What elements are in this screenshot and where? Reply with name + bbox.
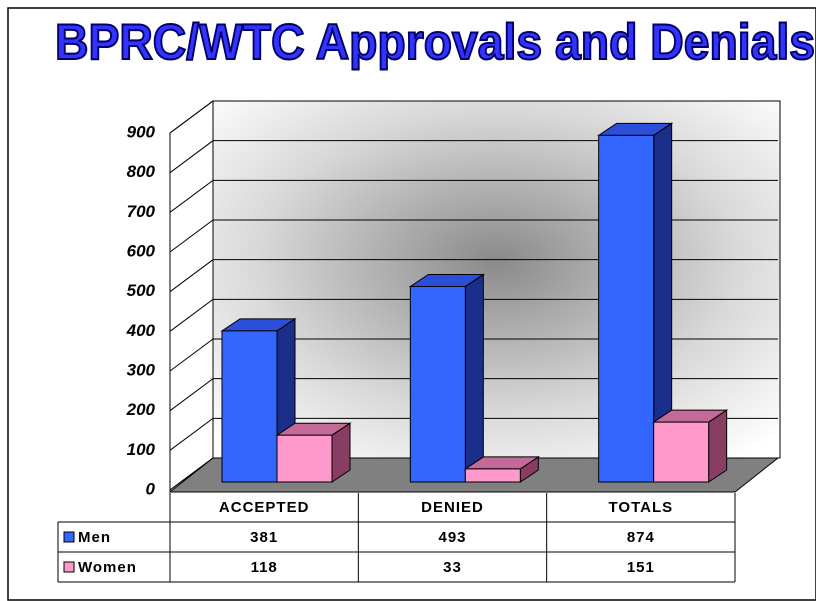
grid-line [169, 140, 778, 174]
grid-line [169, 179, 778, 213]
table-value: 874 [627, 529, 655, 546]
bar [221, 330, 278, 483]
bar [653, 421, 710, 483]
grid-line [169, 219, 778, 253]
legend-swatch [63, 561, 75, 573]
grid-line [169, 298, 778, 332]
grid-line [169, 259, 778, 293]
y-tick-label: 600 [127, 241, 156, 260]
table-value: 493 [438, 529, 466, 546]
y-tick-label: 800 [127, 162, 156, 181]
bar [409, 285, 466, 483]
back-wall [212, 100, 781, 459]
table-value: 151 [627, 559, 655, 576]
bar [276, 434, 333, 483]
table-header: DENIED [421, 499, 484, 516]
legend-label: Women [78, 559, 137, 576]
table-header: ACCEPTED [219, 499, 310, 516]
y-tick-label: 200 [126, 400, 156, 419]
y-tick-label: 900 [127, 122, 156, 141]
y-tick-label: 0 [146, 479, 156, 498]
table-value: 118 [251, 559, 278, 576]
y-tick-label: 500 [127, 281, 156, 300]
bar [598, 134, 655, 483]
legend-swatch [63, 531, 75, 543]
legend-label: Men [78, 529, 111, 546]
grid-line [169, 417, 778, 451]
grid-line [169, 378, 778, 412]
bar-side [464, 273, 484, 483]
bar [464, 468, 521, 483]
table-header: TOTALS [609, 499, 674, 516]
side-wall [169, 100, 214, 491]
grid-line [169, 338, 778, 372]
chart-title: BPRC/WTC Approvals and Denials [55, 14, 815, 70]
grid-line [169, 457, 778, 491]
table-value: 33 [443, 559, 462, 576]
grid-line [169, 100, 778, 134]
y-tick-label: 300 [127, 360, 156, 379]
y-tick-label: 100 [127, 440, 156, 459]
y-tick-label: 400 [126, 321, 156, 340]
table-value: 381 [250, 529, 278, 546]
y-tick-label: 700 [127, 202, 156, 221]
